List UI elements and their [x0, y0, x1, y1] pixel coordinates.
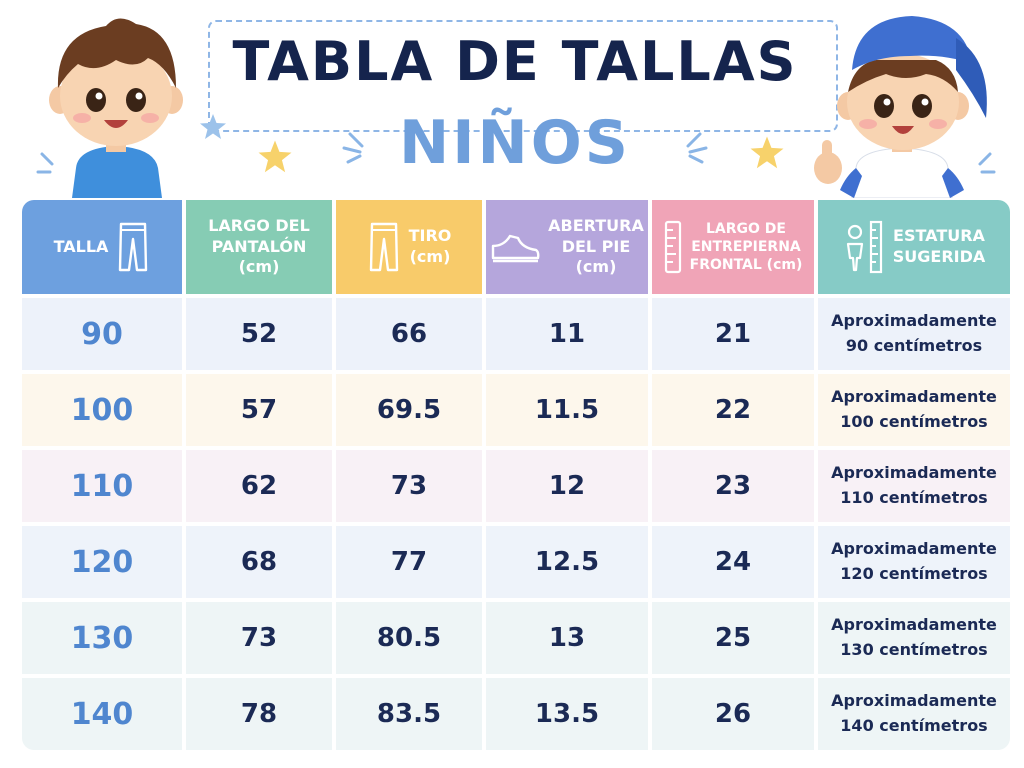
sparkle-lines-icon: [36, 152, 54, 174]
child-height-icon: [846, 220, 882, 274]
estatura-line1: Aproximadamente: [831, 463, 997, 483]
title-frame: [208, 20, 838, 132]
star-icon: [200, 114, 226, 139]
pants-icon: [369, 222, 398, 272]
table-cell-largo: 62: [186, 450, 332, 522]
header-abertura-line2: DEL PIE: [561, 236, 631, 256]
sparkle-lines-icon: [342, 132, 364, 164]
header-tiro-line1: TIRO: [408, 226, 452, 246]
header-talla-label: TALLA: [53, 236, 109, 256]
table-cell-abertura: 11: [486, 298, 648, 370]
estatura-line2: 140 centímetros: [840, 716, 988, 735]
table-cell-entrepierna: 26: [652, 678, 814, 750]
header-entrepierna: LARGO DE ENTREPIERNA FRONTAL (cm): [652, 200, 814, 294]
table-cell-estatura: Aproximadamente 120 centímetros: [818, 526, 1010, 598]
table-cell-abertura: 11.5: [486, 374, 648, 446]
shoe-icon: [491, 234, 540, 263]
page-subtitle: NIÑOS: [399, 108, 631, 178]
header-entrepierna-line3: FRONTAL (cm): [689, 257, 803, 274]
header-estatura-line2: SUGERIDA: [892, 247, 986, 266]
star-icon: [750, 136, 784, 169]
star-icon: [258, 140, 292, 173]
pants-icon: [119, 222, 148, 272]
table-cell-abertura: 12.5: [486, 526, 648, 598]
header-tiro-line2: (cm): [409, 247, 451, 266]
header-talla: TALLA: [22, 200, 182, 294]
estatura-line2: 90 centímetros: [845, 336, 983, 355]
table-cell-talla: 110: [22, 450, 182, 522]
table-cell-entrepierna: 23: [652, 450, 814, 522]
estatura-line2: 120 centímetros: [840, 564, 988, 583]
table-cell-talla: 130: [22, 602, 182, 674]
header-largo-pantalon: LARGO DEL PANTALÓN (cm): [186, 200, 332, 294]
table-cell-abertura: 12: [486, 450, 648, 522]
size-table: TALLA LARGO DEL PANTALÓN (cm) TIRO (cm) …: [22, 200, 1010, 750]
table-cell-tiro: 83.5: [336, 678, 482, 750]
table-cell-talla: 120: [22, 526, 182, 598]
boy-illustration-left: [49, 18, 183, 198]
table-cell-entrepierna: 25: [652, 602, 814, 674]
estatura-line2: 100 centímetros: [840, 412, 988, 431]
table-cell-estatura: Aproximadamente 110 centímetros: [818, 450, 1010, 522]
table-cell-talla: 140: [22, 678, 182, 750]
estatura-line1: Aproximadamente: [831, 691, 997, 711]
table-cell-talla: 90: [22, 298, 182, 370]
estatura-line2: 130 centímetros: [840, 640, 988, 659]
table-cell-abertura: 13: [486, 602, 648, 674]
table-cell-largo: 73: [186, 602, 332, 674]
header-largo-line2: PANTALÓN: [211, 236, 307, 256]
table-cell-tiro: 77: [336, 526, 482, 598]
header-abertura-line3: (cm): [575, 257, 617, 277]
header-entrepierna-line1: LARGO DE: [706, 220, 786, 237]
estatura-line1: Aproximadamente: [831, 539, 997, 559]
ruler-icon: [664, 220, 681, 274]
estatura-line1: Aproximadamente: [831, 615, 997, 635]
table-cell-estatura: Aproximadamente 90 centímetros: [818, 298, 1010, 370]
estatura-line1: Aproximadamente: [831, 311, 997, 331]
table-cell-estatura: Aproximadamente 140 centímetros: [818, 678, 1010, 750]
table-cell-entrepierna: 22: [652, 374, 814, 446]
header-abertura-pie: ABERTURA DEL PIE (cm): [486, 200, 648, 294]
header-entrepierna-line2: ENTREPIERNA: [691, 238, 801, 255]
table-cell-entrepierna: 21: [652, 298, 814, 370]
sparkle-lines-icon: [978, 152, 996, 174]
table-cell-largo: 52: [186, 298, 332, 370]
header-tiro: TIRO (cm): [336, 200, 482, 294]
header-largo-line1: LARGO DEL: [208, 215, 310, 235]
table-cell-largo: 57: [186, 374, 332, 446]
table-cell-talla: 100: [22, 374, 182, 446]
estatura-line2: 110 centímetros: [840, 488, 988, 507]
table-cell-tiro: 73: [336, 450, 482, 522]
estatura-line1: Aproximadamente: [831, 387, 997, 407]
table-cell-largo: 78: [186, 678, 332, 750]
table-cell-tiro: 66: [336, 298, 482, 370]
table-cell-tiro: 69.5: [336, 374, 482, 446]
header-abertura-line1: ABERTURA: [548, 215, 644, 235]
header-estatura: ESTATURA SUGERIDA: [818, 200, 1010, 294]
table-cell-largo: 68: [186, 526, 332, 598]
table-cell-abertura: 13.5: [486, 678, 648, 750]
header-largo-line3: (cm): [238, 257, 280, 277]
page-title: TABLA DE TALLAS: [232, 30, 798, 93]
table-cell-entrepierna: 24: [652, 526, 814, 598]
table-cell-tiro: 80.5: [336, 602, 482, 674]
boy-illustration-right: [814, 16, 987, 198]
sparkle-lines-icon: [686, 132, 708, 164]
table-cell-estatura: Aproximadamente 100 centímetros: [818, 374, 1010, 446]
table-cell-estatura: Aproximadamente 130 centímetros: [818, 602, 1010, 674]
header-estatura-line1: ESTATURA: [893, 226, 985, 246]
